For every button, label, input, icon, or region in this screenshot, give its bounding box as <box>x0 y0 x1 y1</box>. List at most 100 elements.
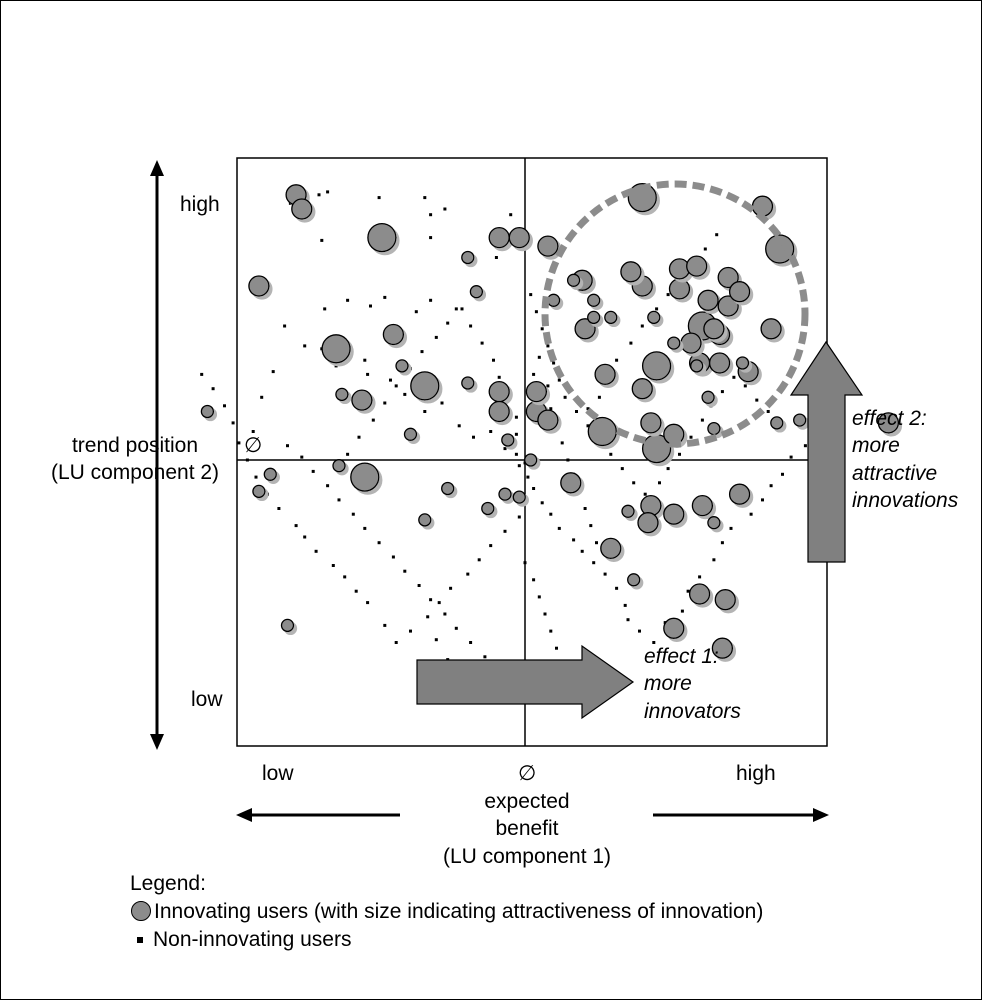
non-innovating-user-point <box>423 196 427 200</box>
non-innovating-user-point <box>326 484 330 488</box>
non-innovating-user-point <box>643 492 647 496</box>
non-innovating-user-point <box>429 598 433 602</box>
non-innovating-user-point <box>803 444 807 448</box>
non-innovating-user-point <box>720 541 724 545</box>
innovating-user-bubble <box>367 222 397 253</box>
legend-non-innovating: Non-innovating users <box>131 928 351 952</box>
innovating-user-bubble <box>461 376 475 390</box>
innovating-user-bubble <box>620 261 642 283</box>
innovating-user-bubble <box>667 336 681 350</box>
non-innovating-user-point <box>609 452 613 456</box>
non-innovating-user-point <box>549 629 553 633</box>
non-innovating-user-point <box>543 612 547 616</box>
non-innovating-user-point <box>409 629 412 633</box>
innovating-user-bubble <box>668 278 691 300</box>
non-innovating-user-point <box>638 629 641 633</box>
non-innovating-user-point <box>472 435 475 439</box>
non-innovating-user-point <box>712 558 716 562</box>
innovating-user-bubble <box>481 501 495 516</box>
non-innovating-user-point <box>383 295 387 299</box>
non-innovating-user-point <box>514 452 518 456</box>
non-innovating-user-point <box>440 401 444 405</box>
non-innovating-user-point <box>489 544 493 548</box>
non-innovating-user-point <box>732 375 736 379</box>
non-innovating-user-point <box>363 526 367 530</box>
innovating-user-bubble <box>686 255 708 277</box>
non-innovating-user-point <box>429 213 433 217</box>
non-innovating-user-point <box>566 458 570 462</box>
non-innovating-user-point <box>434 638 438 642</box>
innovating-user-bubble <box>621 504 635 518</box>
non-innovating-user-point <box>320 238 324 242</box>
non-innovating-user-point <box>715 233 719 237</box>
non-innovating-user-point <box>666 467 670 471</box>
non-innovating-user-point <box>595 541 598 545</box>
x-axis-arrow-head-left <box>236 808 252 822</box>
non-innovating-user-point <box>532 578 536 582</box>
non-innovating-user-point <box>317 193 321 197</box>
innovating-user-bubble <box>252 484 266 499</box>
non-innovating-user-point <box>231 421 235 425</box>
innovating-user-bubble <box>525 380 548 403</box>
non-innovating-user-point <box>429 236 433 240</box>
innovating-user-bubble <box>403 427 418 441</box>
non-innovating-user-point <box>283 324 287 328</box>
innovating-user-bubble <box>641 433 672 464</box>
y-axis-title-line-1: trend position <box>71 434 199 457</box>
non-innovating-user-point <box>589 524 593 528</box>
innovating-user-bubble <box>627 182 657 213</box>
innovating-user-bubble <box>697 289 719 311</box>
innovating-user-bubble <box>728 483 751 505</box>
non-innovating-user-point <box>417 584 421 587</box>
non-innovating-user-point <box>703 247 707 251</box>
non-innovating-user-point <box>529 293 533 297</box>
non-innovating-user-point <box>537 595 541 599</box>
innovating-user-bubble <box>560 472 582 494</box>
non-innovating-user-point <box>620 467 624 471</box>
innovating-user-bubble <box>663 503 685 525</box>
non-innovating-user-point <box>532 487 536 490</box>
non-innovating-user-point <box>454 626 458 630</box>
legend-innovating-label: Innovating users (with size indicating a… <box>154 900 764 923</box>
innovating-user-bubble <box>488 400 510 423</box>
non-innovating-user-point <box>211 387 215 391</box>
non-innovating-user-point <box>709 404 713 408</box>
non-innovating-user-point <box>369 304 372 308</box>
non-innovating-user-point <box>658 481 661 485</box>
non-innovating-user-point <box>443 207 447 211</box>
non-innovating-user-point <box>503 447 507 451</box>
innovating-user-bubble <box>537 409 559 431</box>
non-innovating-user-point <box>563 395 567 399</box>
innovating-user-bubble <box>587 293 601 307</box>
non-innovating-user-point <box>743 384 747 388</box>
innovating-user-bubble <box>594 363 616 386</box>
y-axis-arrow-head-up <box>150 160 164 176</box>
non-innovating-user-point <box>389 378 392 382</box>
non-innovating-user-point <box>414 310 418 314</box>
effect1-label-line-1: effect 1: <box>644 645 719 668</box>
non-innovating-user-point <box>423 410 427 413</box>
non-innovating-user-point <box>755 398 759 402</box>
legend-non-innovating-label: Non-innovating users <box>153 928 352 951</box>
non-innovating-user-point <box>251 430 255 433</box>
innovating-user-bubble <box>488 226 510 249</box>
non-innovating-user-point <box>383 623 387 627</box>
innovating-user-bubble <box>200 404 215 419</box>
non-innovating-user-point <box>537 355 541 359</box>
non-innovating-user-point <box>391 555 395 559</box>
non-innovating-user-point <box>615 358 619 362</box>
innovating-user-bubble <box>717 295 739 317</box>
non-innovating-user-point <box>580 549 584 553</box>
non-innovating-user-point <box>266 492 269 496</box>
non-innovating-user-point <box>366 372 370 376</box>
innovating-user-bubble <box>701 390 715 404</box>
non-innovating-user-point <box>655 307 659 311</box>
non-innovating-user-point <box>200 372 204 376</box>
innovating-user-bubble <box>512 490 526 504</box>
effect1-label-line-2: more <box>644 672 692 696</box>
y-axis-title: trend position (LU component 2) <box>22 432 248 487</box>
non-innovating-user-point <box>523 561 527 565</box>
innovating-user-bubble <box>587 310 601 325</box>
non-innovating-user-point <box>466 572 470 576</box>
non-innovating-user-point <box>577 489 581 493</box>
